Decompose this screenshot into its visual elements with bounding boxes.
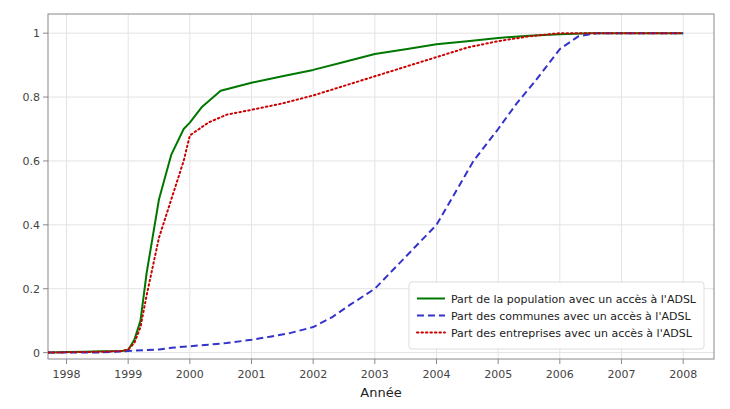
axes: 1998 1999 2000 2001 2002 2003 2004 2005 2006 2007… [23,27,698,381]
x-tick-label: 2001 [238,368,266,381]
x-tick [251,359,252,364]
x-grid-line [374,14,375,359]
x-grid-line [128,14,129,359]
y-tick-label: 0.8 [23,91,41,104]
legend-swatch [417,332,445,334]
y-grid-line [48,352,714,353]
y-tick [43,352,48,353]
y-tick-label: 0 [33,347,40,360]
y-tick [43,160,48,161]
legend: Part de la population avec un accès à l'… [409,282,704,349]
y-tick [43,97,48,98]
x-tick [189,359,190,364]
x-tick-label: 2000 [176,368,204,381]
chart: 1998 1999 2000 2001 2002 2003 2004 2005 2006 2007… [0,0,730,409]
x-tick [436,359,437,364]
y-grid-line [48,160,714,161]
legend-label: Part des communes avec un accès à l'ADSL [451,310,691,323]
y-tick-label: 1 [33,27,40,40]
y-grid-line [48,224,714,225]
x-tick-label: 2005 [484,368,512,381]
y-tick [43,224,48,225]
x-grid-line [66,14,67,359]
x-axis-label: Année [360,385,401,400]
x-tick-label: 2008 [669,368,697,381]
x-tick-label: 1999 [114,368,142,381]
x-tick [128,359,129,364]
y-tick [43,33,48,34]
x-tick [313,359,314,364]
x-tick-label: 1998 [53,368,81,381]
x-tick-label: 2002 [299,368,327,381]
x-tick [621,359,622,364]
legend-label: Part des entreprises avec un accès à l'A… [451,327,693,340]
plot-frame [48,14,714,359]
x-tick-label: 2004 [423,368,451,381]
x-tick [498,359,499,364]
grid [48,14,714,359]
legend-swatch [417,298,445,300]
y-tick-label: 0.2 [23,283,41,296]
x-tick [683,359,684,364]
x-tick-label: 2006 [546,368,574,381]
y-tick-label: 0.6 [23,155,41,168]
legend-label: Part de la population avec un accès à l'… [451,293,697,306]
legend-swatch [417,315,445,317]
y-tick [43,288,48,289]
x-grid-line [189,14,190,359]
plot-area [48,14,714,359]
x-grid-line [251,14,252,359]
y-grid-line [48,97,714,98]
x-grid-line [313,14,314,359]
x-tick-label: 2003 [361,368,389,381]
y-tick-label: 0.4 [23,219,41,232]
x-tick-label: 2007 [608,368,636,381]
x-tick [374,359,375,364]
legend-box [409,282,704,349]
x-tick [66,359,67,364]
x-tick [559,359,560,364]
